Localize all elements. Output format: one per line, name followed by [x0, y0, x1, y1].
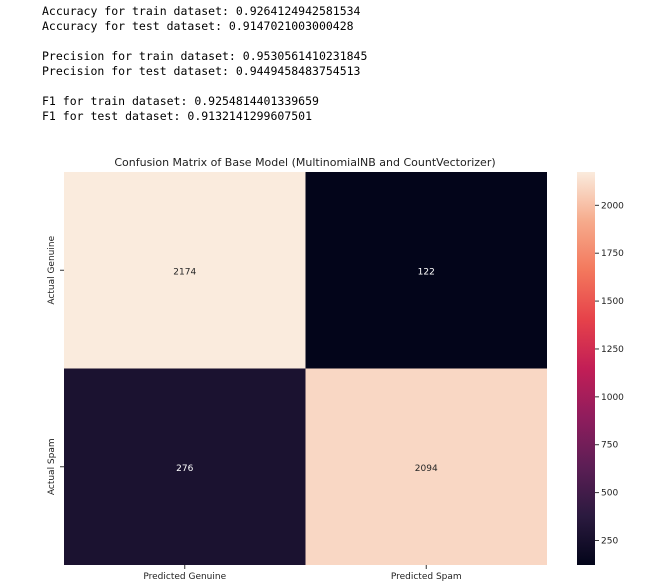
row-label-1: Actual Spam	[47, 438, 57, 495]
metric-line-accuracy-train: Accuracy for train dataset: 0.9264124942…	[42, 4, 361, 18]
colorbar	[577, 172, 595, 565]
colorbar-tick-label-7: 2000	[601, 201, 624, 211]
colorbar-tick-label-5: 1500	[601, 297, 624, 307]
metric-line-precision-train: Precision for train dataset: 0.953056141…	[42, 49, 368, 63]
metric-line-f1-train: F1 for train dataset: 0.9254814401339659	[42, 94, 319, 108]
metric-line-precision-test: Precision for test dataset: 0.9449458483…	[42, 64, 361, 78]
heatmap-cell-r1-c1	[305, 368, 547, 565]
col-label-0: Predicted Genuine	[143, 572, 226, 582]
row-label-0: Actual Genuine	[47, 235, 57, 304]
heatmap-cell-label-r1-c0: 276	[176, 464, 193, 474]
heatmap-cell-label-r0-c0: 2174	[173, 267, 196, 277]
notebook-output: Accuracy for train dataset: 0.9264124942…	[42, 4, 367, 124]
heatmap-cell-label-r1-c1: 2094	[415, 464, 438, 474]
colorbar-tick-label-0: 250	[601, 536, 618, 546]
heatmap-cell-r0-c0	[64, 172, 306, 369]
metric-line-accuracy-test: Accuracy for test dataset: 0.91470210030…	[42, 19, 354, 33]
heatmap-cell-label-r0-c1: 122	[418, 267, 435, 277]
chart-title: Confusion Matrix of Base Model (Multinom…	[114, 156, 495, 169]
colorbar-tick-label-1: 500	[601, 489, 618, 499]
colorbar-tick-label-3: 1000	[601, 393, 624, 403]
col-label-1: Predicted Spam	[391, 572, 462, 582]
heatmap-cell-r1-c0	[64, 368, 306, 565]
colorbar-tick-label-6: 1750	[601, 249, 624, 259]
heatmap-cell-r0-c1	[305, 172, 547, 369]
colorbar-tick-label-2: 750	[601, 441, 618, 451]
colorbar-tick-label-4: 1250	[601, 345, 624, 355]
metric-line-f1-test: F1 for test dataset: 0.9132141299607501	[42, 109, 313, 123]
confusion-matrix-chart: Confusion Matrix of Base Model (Multinom…	[47, 156, 624, 582]
